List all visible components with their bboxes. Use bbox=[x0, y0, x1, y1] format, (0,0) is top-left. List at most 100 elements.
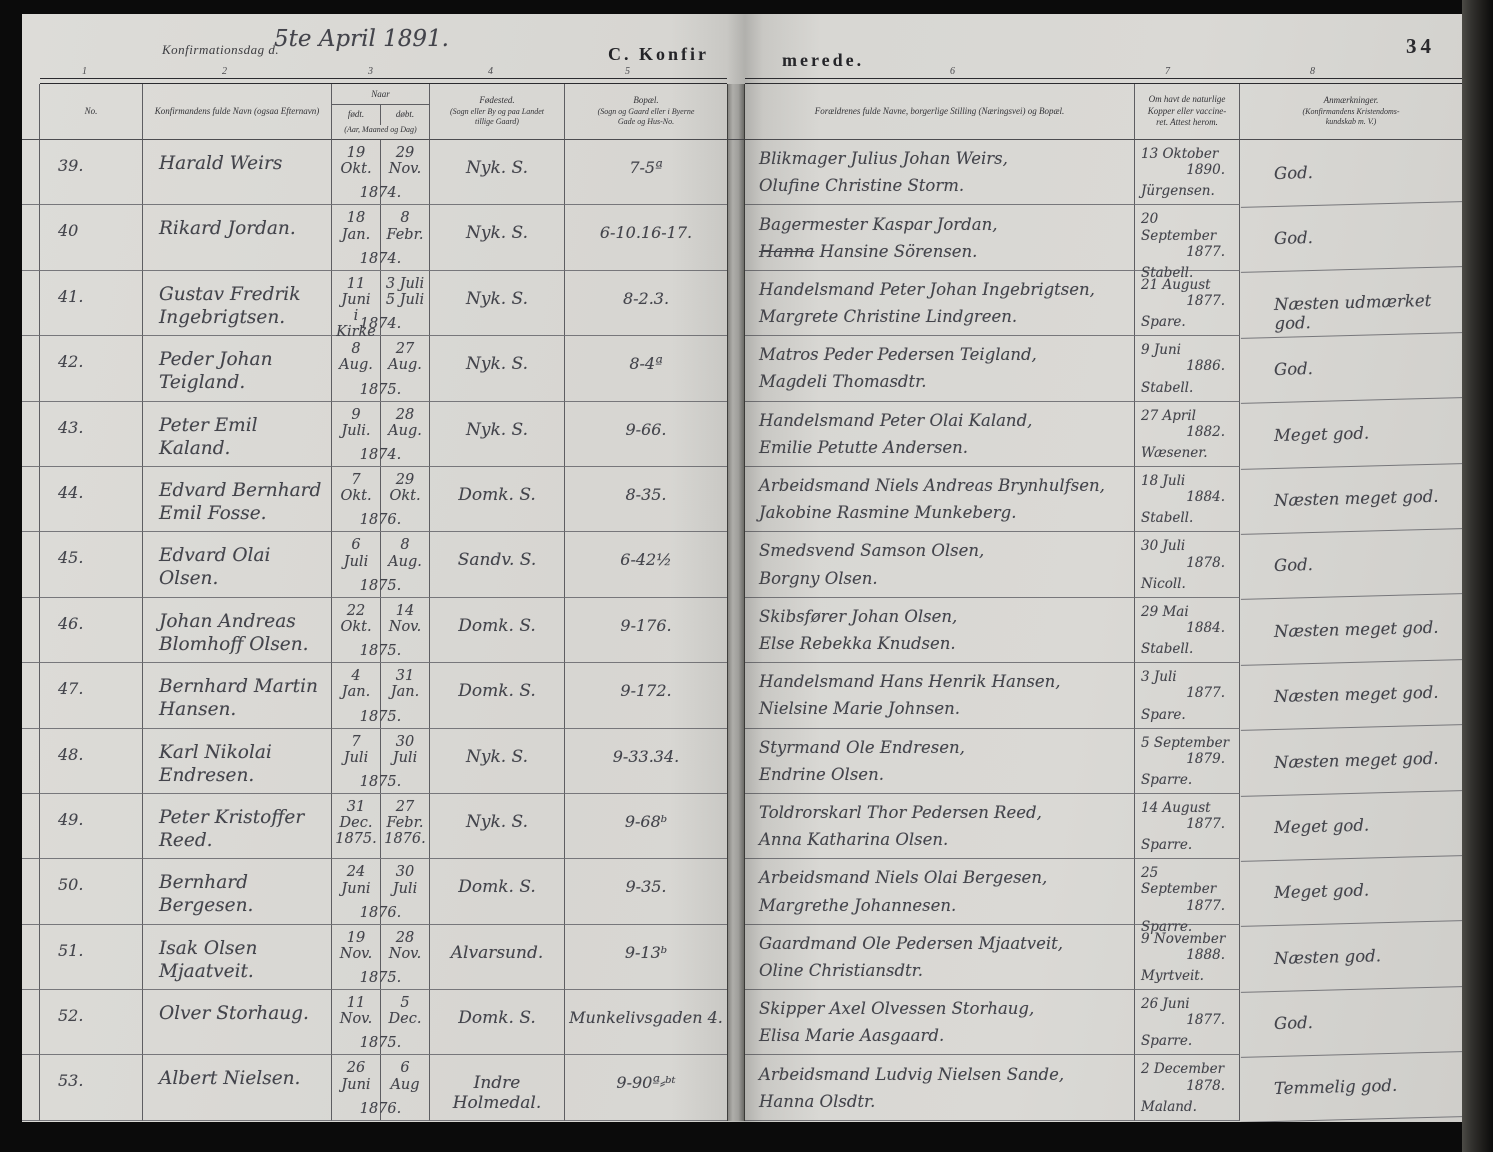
birthdate-cell: 7 Juli 30 Juli 1875. bbox=[332, 728, 430, 794]
birth-year: 1874. bbox=[359, 446, 402, 463]
birthdate-cell: 24 Juni 30 Juli 1876. bbox=[332, 859, 430, 925]
residence-cell: 6-10.16-17. bbox=[565, 205, 727, 271]
baptized-date: 28 Nov. bbox=[388, 929, 422, 962]
margin-cell bbox=[22, 270, 40, 337]
parent-line-1: Toldrorskarl Thor Pedersen Reed, bbox=[759, 803, 1042, 823]
vaccination-cell: 21 August 1877. Spare. bbox=[1135, 270, 1240, 337]
birthplace-cell: Domk. S. bbox=[430, 663, 565, 729]
name-line-1: Rikard Jordan. bbox=[159, 218, 296, 240]
remarks-cell: God. bbox=[1239, 333, 1462, 405]
parent-line-1: Matros Peder Pedersen Teigland, bbox=[759, 345, 1037, 365]
birthdate-cell: 22 Okt. 14 Nov. 1875. bbox=[332, 597, 430, 664]
remarks-cell: Temmelig god. bbox=[1239, 1052, 1462, 1122]
column-number-8: 8 bbox=[1310, 66, 1315, 77]
name-line-1: Peter Kristoffer Reed. bbox=[159, 806, 305, 852]
parent-line-1: Skipper Axel Olvessen Storhaug, bbox=[759, 999, 1035, 1019]
residence-cell: 9-35. bbox=[565, 859, 727, 925]
col-header-parents: Forældrenes fulde Navne, borgerlige Stil… bbox=[745, 84, 1135, 140]
parents-cell: Bagermester Kaspar Jordan, Hanna Hansine… bbox=[745, 205, 1135, 271]
baptized-date: 3 Juli 5 Juli bbox=[385, 275, 425, 309]
confirmation-day-label: Konfirmationsdag d. bbox=[162, 42, 280, 57]
remarks-cell: God. bbox=[1239, 137, 1462, 209]
residence-cell: 9-68ᵇ bbox=[565, 794, 727, 860]
page-gutter bbox=[727, 793, 745, 860]
baptized-date: 31 Jan. bbox=[390, 668, 420, 701]
table-row: 39. Harald Weirs 19 Okt. 29 Nov. 1874. Nyk… bbox=[22, 137, 1462, 209]
residence-cell: 9-176. bbox=[565, 598, 727, 664]
birthdate-cell: 19 Okt. 29 Nov. 1874. bbox=[332, 140, 430, 206]
remarks-cell: God. bbox=[1239, 987, 1462, 1059]
name-cell: Bernhard Bergesen. bbox=[143, 859, 332, 925]
name-line-1: Isak Olsen Mjaatveit. bbox=[159, 937, 258, 982]
parent-line-2: Margrethe Johannesen. bbox=[759, 895, 957, 915]
name-line-1: Harald Weirs bbox=[159, 153, 283, 174]
birthplace-cell: Sandv. S. bbox=[430, 532, 565, 598]
margin-cell bbox=[22, 1055, 40, 1121]
name-cell: Isak Olsen Mjaatveit. bbox=[143, 924, 332, 991]
vaccination-cell: 26 Juni 1877. Sparre. bbox=[1135, 990, 1240, 1056]
parents-cell: Skibsfører Johan Olsen, Else Rebekka Knu… bbox=[745, 597, 1135, 664]
name-cell: Rikard Jordan. bbox=[143, 205, 332, 271]
birthplace-cell: Nyk. S. bbox=[430, 140, 565, 206]
residence-cell: 6-42½ bbox=[565, 532, 727, 598]
parents-cell: Skipper Axel Olvessen Storhaug, Elisa Ma… bbox=[745, 990, 1135, 1056]
name-line-1: Gustav Fredrik bbox=[159, 283, 301, 305]
column-number-3: 3 bbox=[368, 66, 373, 77]
born-date: 22 Okt. bbox=[332, 597, 381, 663]
col-header-born: født. bbox=[332, 104, 381, 125]
page-gutter bbox=[727, 205, 745, 271]
birthdate-cell: 7 Okt. 29 Okt. 1876. bbox=[332, 466, 430, 533]
name-line-1: Peter Emil Kaland. bbox=[159, 414, 258, 459]
table-row: 40 Rikard Jordan. 18 Jan. 8 Febr. 1874. Ny… bbox=[22, 202, 1462, 281]
remarks-cell: God. bbox=[1239, 529, 1462, 601]
name-line-2: Emil Fosse. bbox=[159, 503, 267, 525]
vaccination-cell: 5 September 1879. Sparre. bbox=[1135, 728, 1240, 794]
born-date: 11 Juni i Kirke bbox=[332, 270, 381, 340]
name-cell: Peder Johan Teigland. bbox=[143, 336, 332, 402]
record-number-cell: 39. bbox=[40, 140, 143, 206]
born-date: 6 Juli bbox=[332, 532, 381, 597]
table-row: 42. Peder Johan Teigland. 8 Aug. 27 Aug. 1… bbox=[22, 333, 1462, 405]
record-number-cell: 51. bbox=[40, 924, 143, 991]
name-cell: Edvard Olai Olsen. bbox=[143, 532, 332, 598]
margin-cell bbox=[22, 84, 40, 140]
parents-cell: Smedsvend Samson Olsen, Borgny Olsen. bbox=[745, 532, 1135, 598]
col-header-no: No. bbox=[40, 84, 143, 140]
table-body: 39. Harald Weirs 19 Okt. 29 Nov. 1874. Nyk… bbox=[22, 137, 1462, 1122]
record-number-cell: 50. bbox=[40, 859, 143, 925]
name-line-1: Edvard Bernhard bbox=[159, 479, 322, 501]
born-date: 11 Nov. bbox=[332, 990, 381, 1055]
residence-cell: Munkelivsgaden 4. bbox=[565, 990, 727, 1056]
section-title-left: C. Konfir bbox=[608, 44, 709, 64]
baptized-date: 14 Nov. bbox=[388, 602, 422, 635]
birthplace-cell: Domk. S. bbox=[430, 859, 565, 925]
name-line-1: Karl Nikolai Endresen. bbox=[159, 741, 272, 786]
parents-cell: Styrmand Ole Endresen, Endrine Olsen. bbox=[745, 728, 1135, 794]
table-row: 43. Peter Emil Kaland. 9 Juli. 28 Aug. 187… bbox=[22, 398, 1462, 470]
baptized-date: 27 Febr. 1876. bbox=[384, 798, 426, 848]
name-cell: Johan Andreas Blomhoff Olsen. bbox=[143, 597, 332, 664]
birthplace-cell: Nyk. S. bbox=[430, 728, 565, 794]
born-date: 18 Jan. bbox=[332, 205, 381, 270]
margin-cell bbox=[22, 728, 40, 794]
table-row: 51. Isak Olsen Mjaatveit. 19 Nov. 28 Nov. … bbox=[22, 921, 1462, 993]
baptized-date: 29 Nov. bbox=[388, 145, 422, 178]
name-line-1: Peder Johan Teigland. bbox=[159, 349, 273, 394]
residence-cell: 9-172. bbox=[565, 663, 727, 729]
remarks-cell: Næsten udmærket god. bbox=[1239, 267, 1462, 340]
parent-line-2: Magdeli Thomasdtr. bbox=[759, 372, 927, 392]
parent-line-1: Styrmand Ole Endresen, bbox=[759, 737, 965, 757]
page-gutter bbox=[727, 663, 745, 729]
col-header-name: Konfirmandens fulde Navn (ogsaa Efternav… bbox=[143, 84, 332, 140]
parents-cell: Arbeidsmand Ludvig Nielsen Sande, Hanna … bbox=[745, 1055, 1135, 1121]
parent-line-2: Olufine Christine Storm. bbox=[759, 176, 965, 196]
col-header-date-group: Naar bbox=[332, 84, 429, 105]
page-gutter bbox=[727, 140, 745, 206]
name-cell: Olver Storhaug. bbox=[143, 990, 332, 1056]
baptized-date: 8 Aug. bbox=[388, 537, 422, 570]
parent-line-1: Skibsfører Johan Olsen, bbox=[759, 606, 958, 626]
birth-year: 1875. bbox=[359, 643, 402, 660]
born-date: 7 Juli bbox=[332, 728, 381, 793]
baptized-date: 8 Febr. bbox=[386, 210, 424, 243]
page-gutter bbox=[727, 1055, 745, 1121]
